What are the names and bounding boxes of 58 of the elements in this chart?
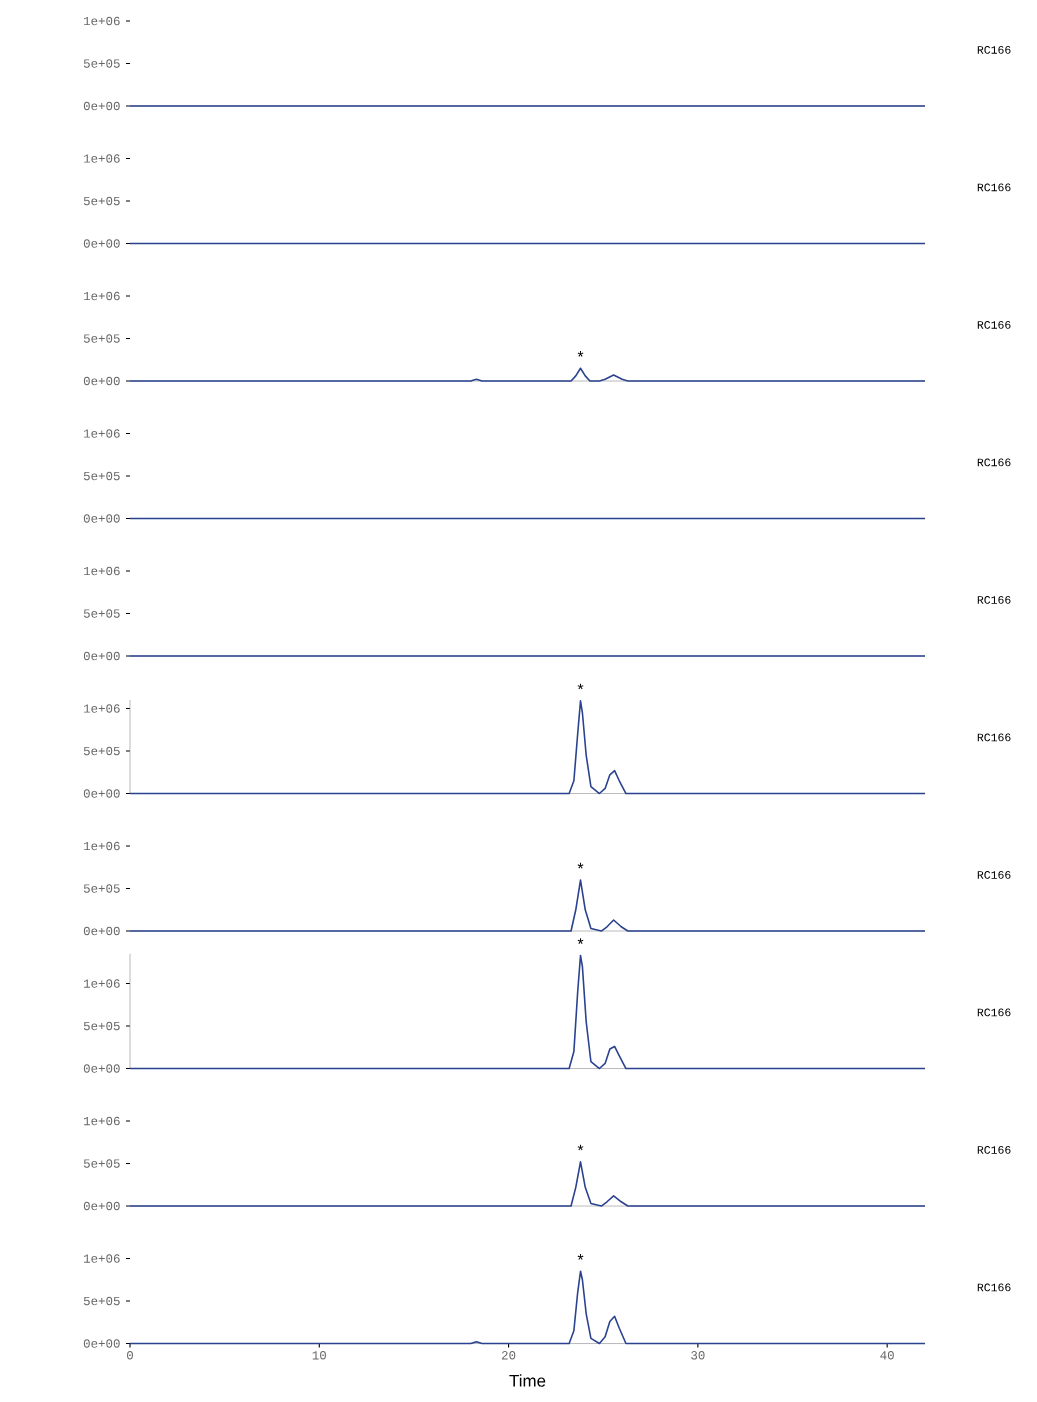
- x-tick-label: 30: [691, 1351, 705, 1360]
- y-tick-label: 1e+06: [84, 704, 120, 713]
- y2-axis-title: RC166: [977, 733, 1011, 742]
- y-tick-label: 0e+00: [83, 239, 120, 248]
- y-tick-label: 1e+06: [84, 841, 120, 851]
- y2-axis-title: RC166: [977, 1146, 1011, 1154]
- y-tick-label: 0e+00: [83, 376, 120, 386]
- y-tick-label: 0e+00: [83, 101, 120, 111]
- x-tick-label: 0: [127, 1351, 133, 1360]
- x-tick-label: 10: [312, 1351, 326, 1360]
- y-tick-label: 0e+00: [83, 514, 120, 523]
- line-series: [129, 700, 926, 795]
- text: *: [577, 683, 584, 690]
- y-tick-label: 0e+00: [83, 926, 120, 936]
- y-tick-label: 5e+05: [83, 884, 120, 893]
- y2-axis-title: RC166: [977, 183, 1011, 192]
- y-tick-label: 0e+00: [83, 651, 120, 661]
- annotation: *: [577, 862, 584, 869]
- y2-axis-title: RC166: [977, 1283, 1011, 1292]
- y2-axis-title: RC166: [977, 596, 1011, 604]
- y-tick-label: 5e+05: [83, 59, 120, 68]
- y2-axis-title: RC166: [977, 321, 1011, 329]
- line-series: [129, 367, 926, 382]
- y-tick-label: 5e+05: [83, 196, 120, 206]
- y-tick-label: 1e+06: [84, 1254, 120, 1263]
- y-tick-label: 5e+05: [83, 1021, 120, 1031]
- y-tick-label: 1e+06: [84, 16, 120, 26]
- y-tick-label: 1e+06: [84, 1116, 120, 1126]
- x-tick-label: 20: [501, 1351, 516, 1360]
- annotation: *: [577, 351, 584, 357]
- y-tick-label: 1e+06: [84, 291, 120, 301]
- y-tick-label: 0e+00: [83, 1064, 120, 1073]
- x-tick-label: 40: [880, 1351, 894, 1360]
- x-axis-title: Time: [509, 1374, 546, 1387]
- y-tick-label: 5e+05: [83, 1159, 120, 1168]
- annotation: *: [577, 1254, 584, 1260]
- y-tick-label: 5e+05: [83, 609, 120, 618]
- line-series: [129, 954, 926, 1070]
- y-tick-label: 1e+06: [84, 979, 120, 988]
- line-series: [129, 879, 926, 932]
- y2-axis-title: RC166: [977, 458, 1011, 467]
- y-tick-label: 0e+00: [83, 1201, 120, 1211]
- y-tick-label: 0e+00: [83, 1339, 120, 1348]
- y-tick-label: 1e+06: [84, 566, 120, 576]
- y2-axis-title: RC166: [977, 46, 1011, 54]
- line-series: [129, 1161, 926, 1207]
- annotation: *: [577, 1144, 584, 1151]
- y2-axis-title: RC166: [977, 1008, 1011, 1017]
- line-series: [129, 1270, 926, 1345]
- y-tick-label: 5e+05: [83, 471, 120, 481]
- y-tick-label: 5e+05: [83, 746, 120, 756]
- y-tick-label: 5e+05: [83, 1296, 120, 1306]
- y2-axis-title: RC166: [977, 871, 1011, 879]
- y-tick-label: 0e+00: [83, 789, 120, 798]
- text: *: [577, 938, 584, 944]
- y-tick-label: 1e+06: [84, 154, 120, 163]
- y-tick-label: 1e+06: [84, 429, 120, 438]
- y-tick-label: 5e+05: [83, 334, 120, 343]
